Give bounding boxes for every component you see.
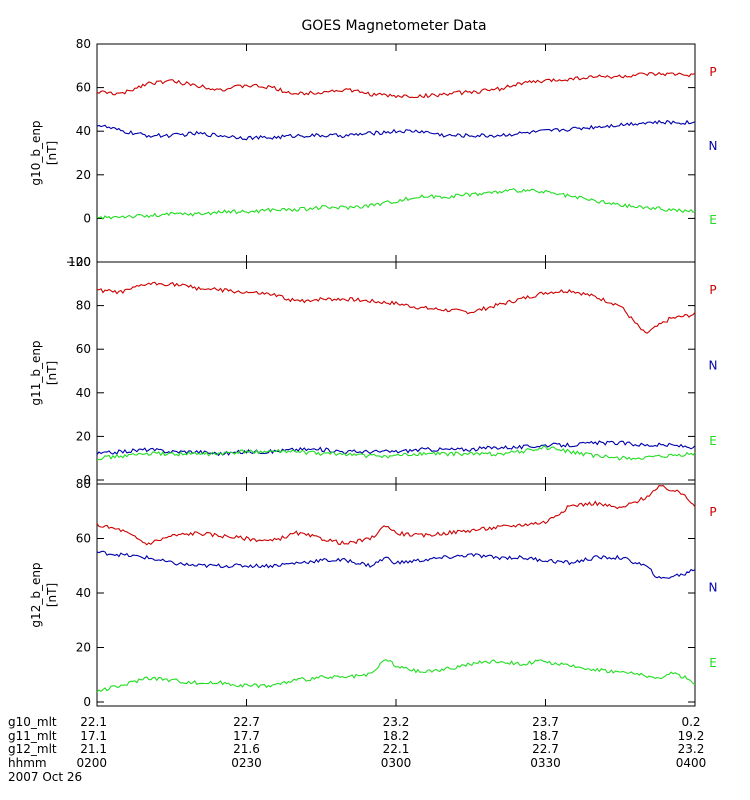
x-table-value: 23.2 [678, 742, 705, 756]
legend-entry-p: P [709, 65, 716, 79]
y-tick-label: 60 [76, 81, 91, 95]
series-line-p [96, 71, 696, 99]
x-table-value: 17.7 [233, 729, 260, 743]
panel-frame [96, 483, 696, 707]
y-axis-label: g10_b_enp [29, 120, 43, 185]
x-table-value: 0400 [676, 756, 707, 770]
legend-entry-e: E [709, 434, 717, 448]
legend-entry-p: P [709, 505, 716, 519]
series-line-e [96, 445, 696, 461]
y-tick-label: 0 [83, 695, 91, 709]
y-axis-unit: [nT] [45, 583, 59, 607]
legend-entry-n: N [709, 580, 718, 594]
y-tick-label: 80 [76, 299, 91, 313]
panel-1: −20 0 20 40 60 80 g10_b_enp [nT] P N E [29, 37, 717, 269]
x-table-value: 0230 [231, 756, 262, 770]
y-tick-label: 40 [76, 386, 91, 400]
series-line-e [96, 659, 696, 693]
x-table-value: 19.2 [678, 729, 705, 743]
x-row-label: g11_mlt [8, 729, 57, 743]
y-axis-label: g11_b_enp [29, 340, 43, 405]
x-table-value: 23.7 [532, 715, 559, 729]
series-line-p [97, 281, 696, 334]
x-table-value: 21.6 [233, 742, 260, 756]
x-table-value: 0300 [381, 756, 412, 770]
x-row-label: g12_mlt [8, 742, 57, 756]
y-tick-label: 100 [68, 255, 91, 269]
x-row-label: g10_mlt [8, 715, 57, 729]
legend-entry-e: E [709, 656, 717, 670]
y-tick-label: 0 [83, 211, 91, 225]
x-table-value: 22.7 [532, 742, 559, 756]
y-tick-label: 40 [76, 586, 91, 600]
panel-2: 0 20 40 60 80 100 g11_b_enp [nT] P N E [29, 255, 717, 487]
series-line-e [96, 188, 696, 220]
y-tick-label: 40 [76, 124, 91, 138]
y-tick-label: 80 [76, 37, 91, 51]
x-table-value: 21.1 [80, 742, 107, 756]
legend-entry-n: N [709, 358, 718, 372]
y-tick-label: 20 [76, 641, 91, 655]
date-label: 2007 Oct 26 [8, 770, 82, 784]
series-line-p [96, 485, 696, 546]
y-axis-unit: [nT] [45, 361, 59, 385]
y-tick-label: 80 [76, 477, 91, 491]
y-axis-label: g12_b_enp [29, 562, 43, 627]
y-axis-unit: [nT] [45, 141, 59, 165]
y-tick-label: 60 [76, 532, 91, 546]
series-line-n [96, 440, 696, 457]
x-table-value: 22.1 [80, 715, 107, 729]
x-table-value: 0330 [530, 756, 561, 770]
legend-entry-e: E [709, 213, 717, 227]
legend-entry-p: P [709, 283, 716, 297]
x-table-value: 22.7 [233, 715, 260, 729]
x-table-value: 23.2 [383, 715, 410, 729]
x-table-value: 22.1 [383, 742, 410, 756]
x-table-value: 0.2 [681, 715, 700, 729]
x-axis-table: g10_mltg11_mltg12_mlthhmm22.117.121.1020… [8, 715, 706, 784]
x-table-value: 0200 [76, 756, 107, 770]
y-tick-label: 20 [76, 168, 91, 182]
y-tick-label: 60 [76, 342, 91, 356]
x-table-value: 18.7 [532, 729, 559, 743]
y-tick-label: 0 [83, 473, 91, 487]
x-table-value: 17.1 [80, 729, 107, 743]
panel-3: 0 20 40 60 80 g12_b_enp [nT] P N E [29, 477, 717, 709]
chart-title: GOES Magnetometer Data [301, 18, 486, 34]
y-tick-label: 20 [76, 429, 91, 443]
legend-entry-n: N [709, 139, 718, 153]
y-tick-label: −20 [66, 255, 91, 269]
series-line-n [96, 119, 696, 141]
x-table-value: 18.2 [383, 729, 410, 743]
series-line-n [96, 550, 696, 579]
x-row-label: hhmm [8, 756, 47, 770]
